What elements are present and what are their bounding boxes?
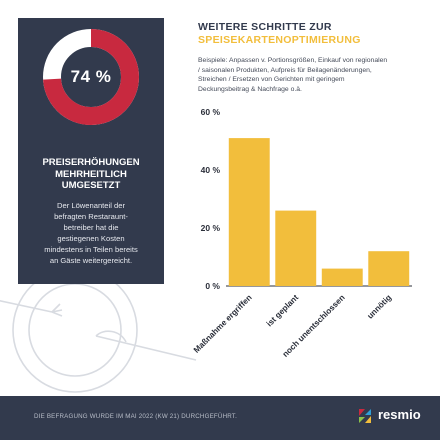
bar-1: [228, 138, 270, 286]
percent-label: 74 %: [70, 67, 112, 86]
card-description-line: betreiber hat die: [63, 223, 119, 232]
resmio-logo-icon: [359, 409, 371, 423]
card-heading-line: UMGESETZT: [61, 180, 121, 191]
card-description-line: befragten Restaraunt-: [54, 212, 128, 221]
donut-fill: [43, 29, 139, 125]
card-heading-line: MEHRHEITLICH: [55, 168, 127, 180]
card-description-line: Der Löwenanteil der: [57, 201, 125, 210]
card-description-line: an Gäste weitergereicht.: [49, 256, 133, 265]
x-tick-label: unnötig: [366, 293, 394, 321]
chart-title-line: WEITERE SCHRITTE ZUR: [198, 21, 332, 33]
brand-logo-text: resmio: [378, 407, 421, 422]
chart-subtitle-line: / saisonalen Produkten, Aufpreis für Bei…: [198, 66, 372, 74]
card-description-line: mindestens in Teilen bereits: [44, 245, 138, 254]
footer: DIE BEFRAGUNG WURDE IM MAI 2022 (KW 21) …: [0, 396, 440, 440]
bar-4: [368, 251, 410, 286]
y-tick-label: 0 %: [205, 281, 220, 291]
card-heading-line: PREISERHÖHUNGEN: [42, 157, 140, 168]
y-tick-label: 20 %: [201, 223, 221, 233]
bar-chart: 0 % 20 % 40 % 60 % Maßnahme ergriffen ist gep…: [192, 107, 412, 359]
statistic-card: 74 % PREISERHÖHUNGEN MEHRHEITLICH UMGESE…: [18, 18, 164, 284]
chart-title-highlight: SPEISEKARTENOPTIMIERUNG: [198, 33, 361, 46]
footer-note: DIE BEFRAGUNG WURDE IM MAI 2022 (KW 21) …: [34, 413, 238, 420]
card-description-line: gestiegenen Kosten: [57, 234, 125, 243]
card-heading: PREISERHÖHUNGEN MEHRHEITLICH UMGESETZT: [22, 157, 160, 192]
percentage-donut: [43, 29, 139, 125]
chart-subtitle-line: Deckungsbeitrag & Nachfrage o.ä.: [198, 85, 302, 93]
chart-subtitle-line: Streichen / Ersetzen von Gerichten mit g…: [198, 76, 345, 84]
x-tick-label: Maßnahme ergriffen: [192, 293, 254, 355]
x-tick-label: ist geplant: [265, 293, 301, 329]
chart-title: WEITERE SCHRITTE ZUR SPEISEKARTENOPTIMIE…: [198, 21, 428, 46]
y-tick-label: 60 %: [201, 107, 221, 117]
bar-2: [275, 210, 317, 286]
chart-subtitle: Beispiele: Anpassen v. Portionsgrößen, E…: [198, 56, 430, 94]
bar-3: [321, 268, 363, 286]
y-tick-label: 40 %: [201, 165, 221, 175]
card-description: Der Löwenanteil der befragten Restaraunt…: [24, 200, 158, 266]
chart-subtitle-line: Beispiele: Anpassen v. Portionsgrößen, E…: [198, 57, 388, 64]
